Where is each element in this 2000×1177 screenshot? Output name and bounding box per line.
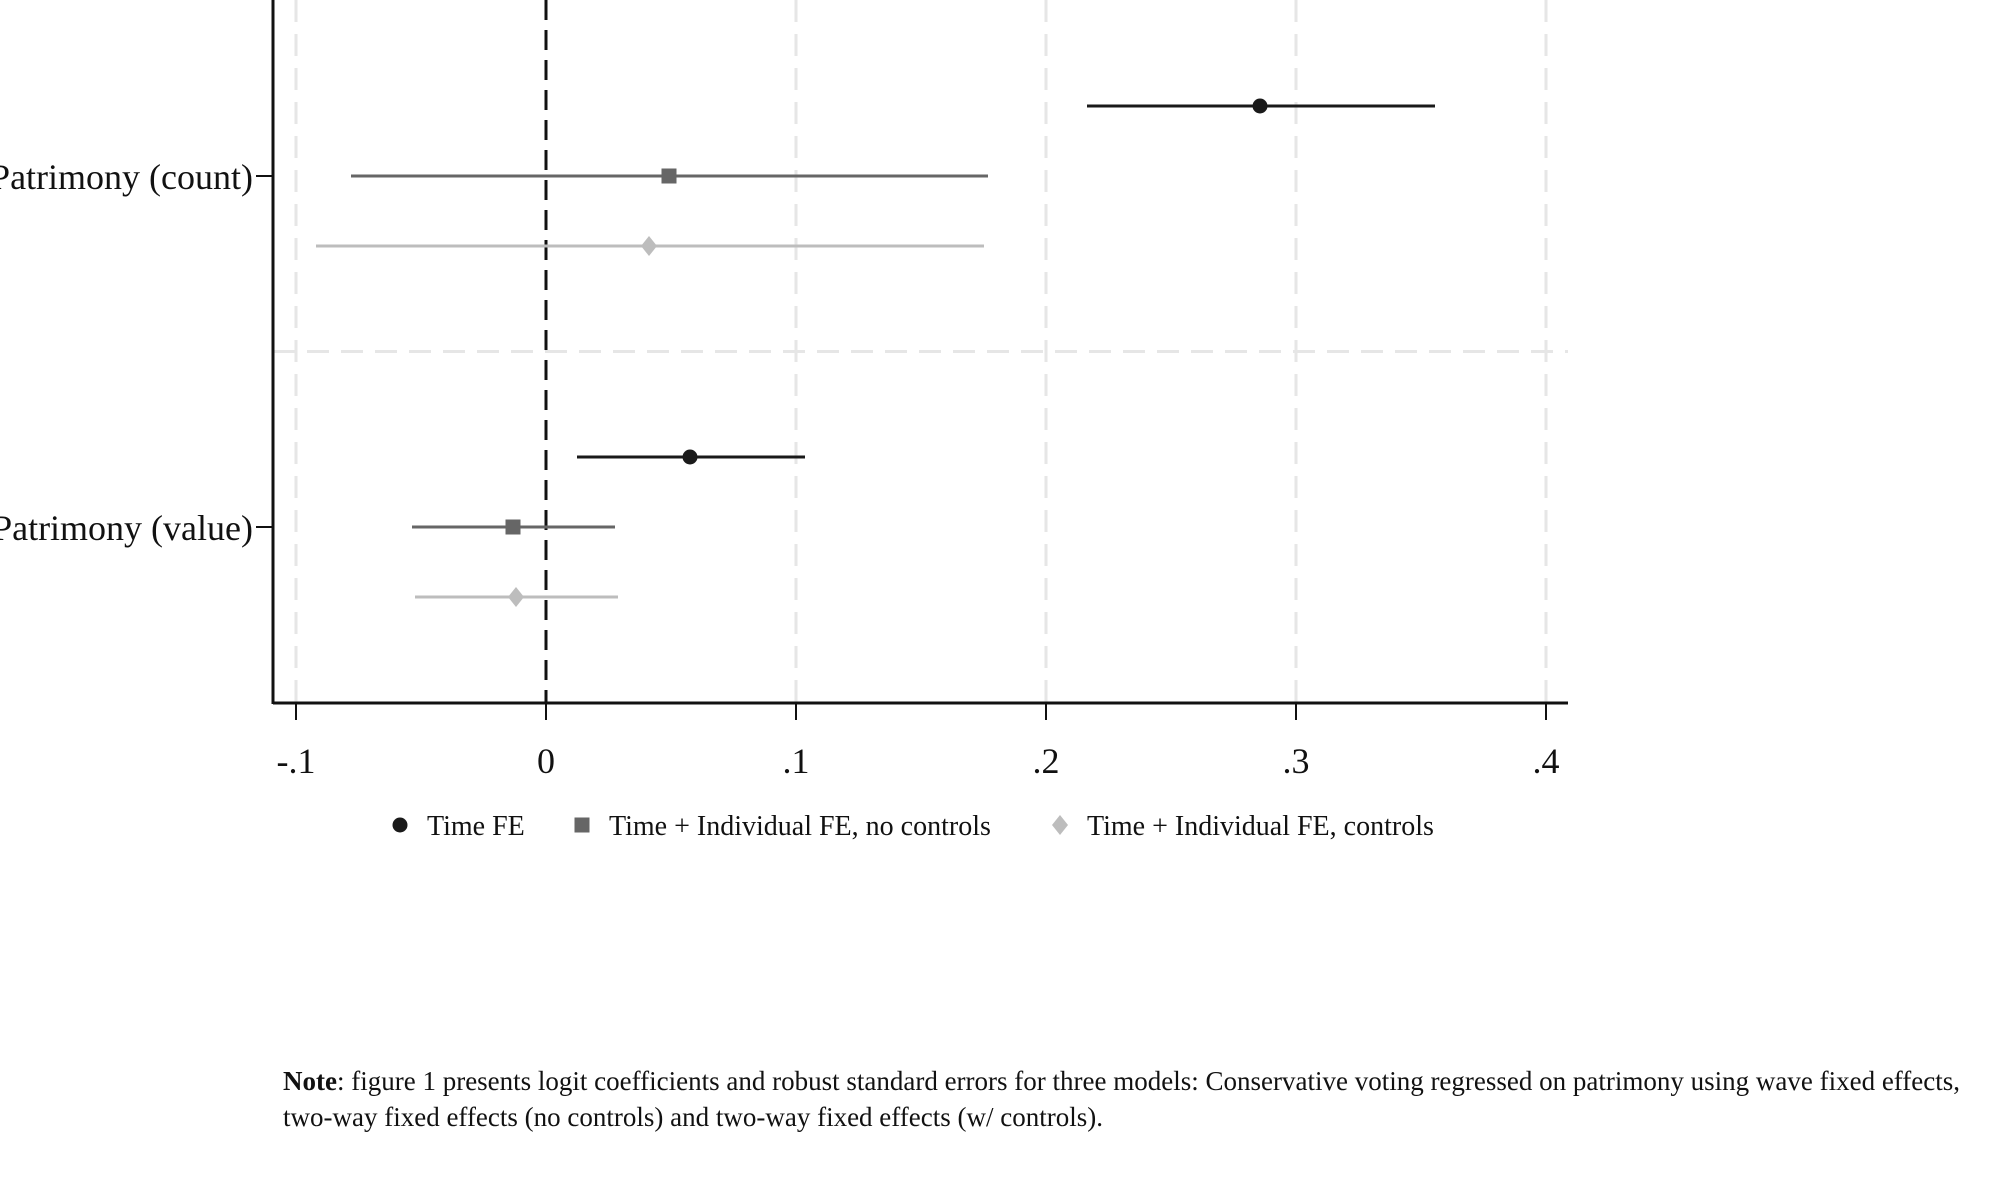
legend-label: Time + Individual FE, controls xyxy=(1087,811,1434,842)
y-category-label: Patrimony (count) xyxy=(0,157,253,197)
legend-item: Time FE xyxy=(427,811,525,842)
x-tick-label: .4 xyxy=(1533,741,1560,781)
x-tick-label: .1 xyxy=(783,741,810,781)
note-label: Note xyxy=(283,1066,337,1096)
y-category-label: Patrimony (value) xyxy=(0,508,253,548)
legend-item: Time + Individual FE, no controls xyxy=(609,811,991,842)
series-circle xyxy=(577,104,1435,459)
point-estimate xyxy=(661,168,677,184)
series-diamond xyxy=(316,244,984,599)
point-estimate xyxy=(682,449,698,465)
note-text: : figure 1 presents logit coefficients a… xyxy=(283,1066,1961,1132)
x-tick-label: 0 xyxy=(537,741,555,781)
legend-marker xyxy=(1052,815,1068,835)
x-tick-label: .2 xyxy=(1033,741,1060,781)
point-estimate xyxy=(508,587,524,607)
figure-note: Note: figure 1 presents logit coefficien… xyxy=(283,1063,1983,1135)
point-estimate xyxy=(1252,98,1268,114)
x-tick-label: -.1 xyxy=(277,741,316,781)
x-tick-label: .3 xyxy=(1283,741,1310,781)
legend-item: Time + Individual FE, controls xyxy=(1087,811,1434,842)
legend-label: Time FE xyxy=(427,811,525,842)
point-estimate xyxy=(505,519,521,535)
legend-marker xyxy=(574,817,590,833)
legend-marker xyxy=(392,817,408,833)
point-estimate xyxy=(641,236,657,256)
legend-label: Time + Individual FE, no controls xyxy=(609,811,991,842)
